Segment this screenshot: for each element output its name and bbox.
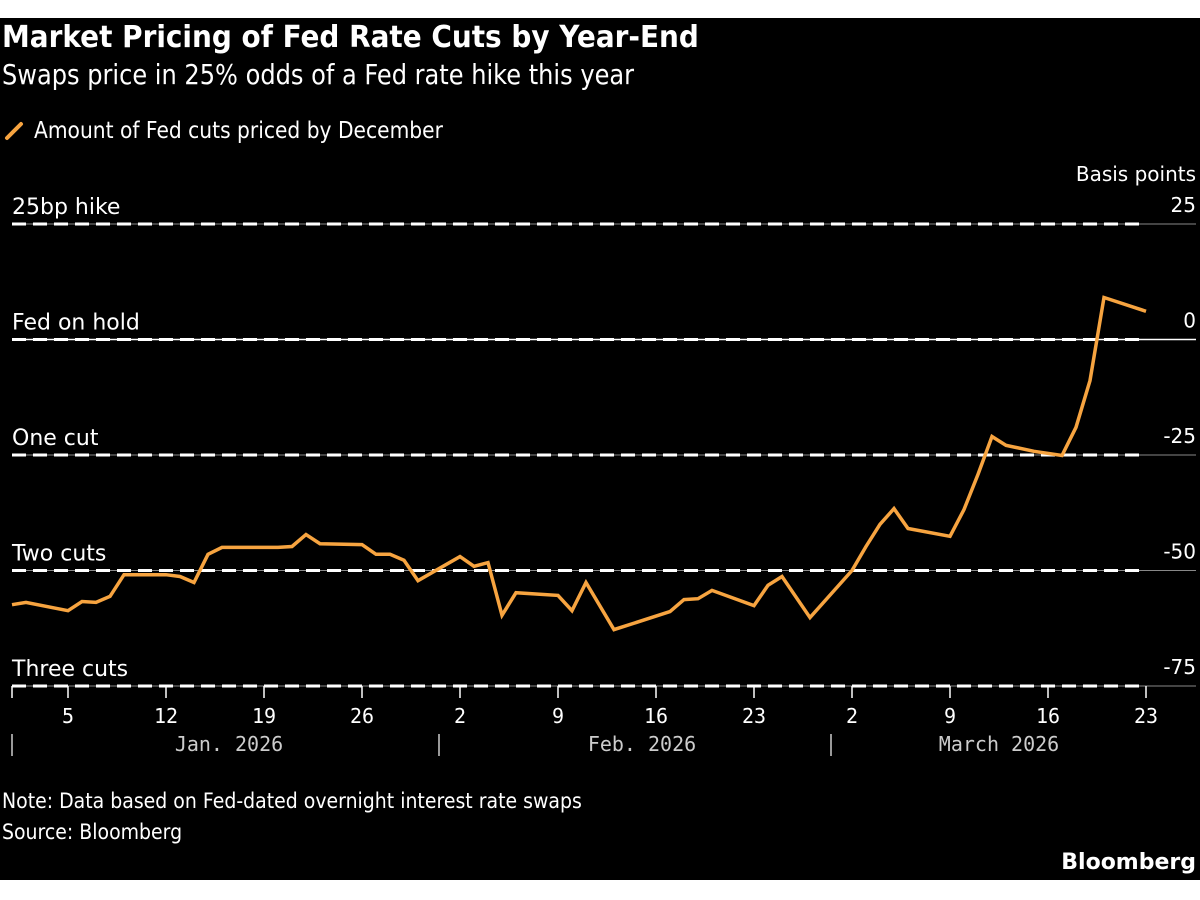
x-tick-label: 23	[1134, 704, 1158, 728]
series-line	[11, 295, 1147, 632]
x-tick-label: 19	[252, 704, 276, 728]
legend-label: Amount of Fed cuts priced by December	[34, 118, 443, 144]
y-tick-label: 25	[1171, 193, 1196, 217]
x-tick-label: 16	[644, 704, 668, 728]
x-tick-label: 16	[1036, 704, 1060, 728]
y-tick-label: -75	[1163, 655, 1196, 679]
slash-line-icon	[4, 121, 24, 141]
x-tick-label: 12	[154, 704, 178, 728]
reference-line-label: One cut	[12, 426, 99, 451]
x-tick-label: 26	[350, 704, 374, 728]
x-tick-label: 23	[742, 704, 766, 728]
month-label: Jan. 2026	[175, 732, 283, 756]
x-tick-label: 2	[454, 704, 466, 728]
bloomberg-logo: Bloomberg	[1061, 850, 1196, 875]
y-axis-title: Basis points	[1076, 162, 1196, 186]
chart-source: Source: Bloomberg	[2, 820, 183, 844]
y-tick-label: -50	[1163, 540, 1196, 564]
x-tick-label: 9	[944, 704, 956, 728]
x-tick-label: 5	[62, 704, 74, 728]
reference-line-label: Three cuts	[11, 657, 128, 682]
y-tick-label: -25	[1163, 424, 1196, 448]
y-tick-label: 0	[1183, 309, 1196, 333]
reference-line-label: 25bp hike	[12, 195, 120, 220]
chart-subtitle: Swaps price in 25% odds of a Fed rate hi…	[2, 58, 635, 91]
x-tick-label: 9	[552, 704, 564, 728]
month-label: March 2026	[939, 732, 1059, 756]
chart-title: Market Pricing of Fed Rate Cuts by Year-…	[2, 20, 699, 55]
reference-line-label: Two cuts	[11, 542, 106, 567]
month-label: Feb. 2026	[588, 732, 696, 756]
chart-panel: Market Pricing of Fed Rate Cuts by Year-…	[0, 18, 1200, 880]
x-tick-label: 2	[846, 704, 858, 728]
legend: Amount of Fed cuts priced by December	[4, 118, 499, 144]
reference-line-label: Fed on hold	[12, 311, 140, 336]
chart-note: Note: Data based on Fed-dated overnight …	[2, 789, 582, 813]
